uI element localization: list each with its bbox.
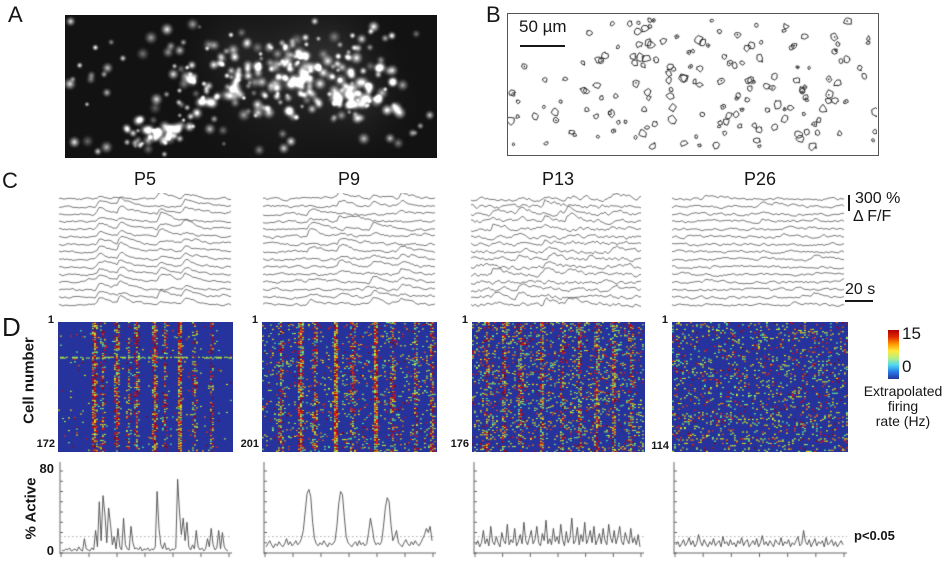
calcium-traces-p9 — [262, 193, 437, 311]
cell-count-p9: 201 — [240, 438, 259, 450]
active-plot-p26 — [672, 460, 848, 558]
cell-contour-map: 50 µm — [507, 13, 879, 156]
active-plot-p13 — [472, 460, 645, 558]
cell-count-p13: 176 — [450, 438, 469, 450]
age-header-p5: P5 — [133, 169, 157, 189]
age-header-p13: P13 — [541, 169, 575, 189]
amplitude-scalebar — [848, 195, 850, 211]
pct-active-min-label: 0 — [46, 543, 54, 558]
raster-top-label-p5: 1 — [47, 314, 54, 326]
panel-d-label: D — [2, 312, 21, 342]
colorbar-min-label: 0 — [902, 357, 912, 376]
fluorescence-image — [65, 15, 437, 158]
colorbar-max-label: 15 — [902, 324, 921, 343]
cell-number-axis-label: Cell number — [20, 337, 38, 424]
scalebar-label: 50 µm — [519, 17, 567, 36]
raster-p5 — [58, 322, 233, 452]
raster-top-label-p26: 1 — [661, 314, 668, 326]
raster-top-label-p13: 1 — [461, 314, 468, 326]
colorbar-caption-line1: Extrapolated — [863, 383, 943, 399]
cell-count-p5: 172 — [36, 438, 55, 450]
amplitude-scale-unit: Δ F/F — [853, 208, 892, 225]
pct-active-max-label: 80 — [39, 461, 54, 476]
panel-a-label: A — [8, 2, 23, 27]
colorbar-caption: Extrapolated firing rate (Hz) — [855, 384, 951, 429]
raster-p26 — [672, 322, 848, 452]
calcium-traces-p5 — [58, 193, 233, 311]
colorbar-caption-line3: rate (Hz) — [875, 413, 931, 429]
time-scalebar — [845, 300, 873, 302]
colorbar-caption-line2: firing — [887, 398, 919, 414]
raster-top-label-p9: 1 — [251, 314, 258, 326]
age-header-p26: P26 — [743, 169, 777, 189]
significance-label: p<0.05 — [854, 528, 895, 543]
firing-rate-colorbar — [888, 330, 899, 379]
cell-count-p26: 114 — [651, 440, 669, 452]
raster-p13 — [472, 322, 645, 452]
active-plot-p9 — [262, 460, 437, 558]
time-scale-label: 20 s — [845, 281, 876, 298]
calcium-traces-p26 — [671, 193, 847, 311]
raster-p9 — [262, 322, 437, 452]
panel-c-label: C — [2, 168, 18, 193]
cell-outlines-canvas — [508, 14, 877, 154]
calcium-traces-p13 — [470, 193, 643, 311]
amplitude-scale-label: 300 % — [855, 190, 901, 207]
active-plot-p5 — [58, 460, 233, 558]
scalebar-line — [520, 45, 565, 47]
age-header-p9: P9 — [337, 169, 361, 189]
panel-b-label: B — [486, 2, 501, 27]
